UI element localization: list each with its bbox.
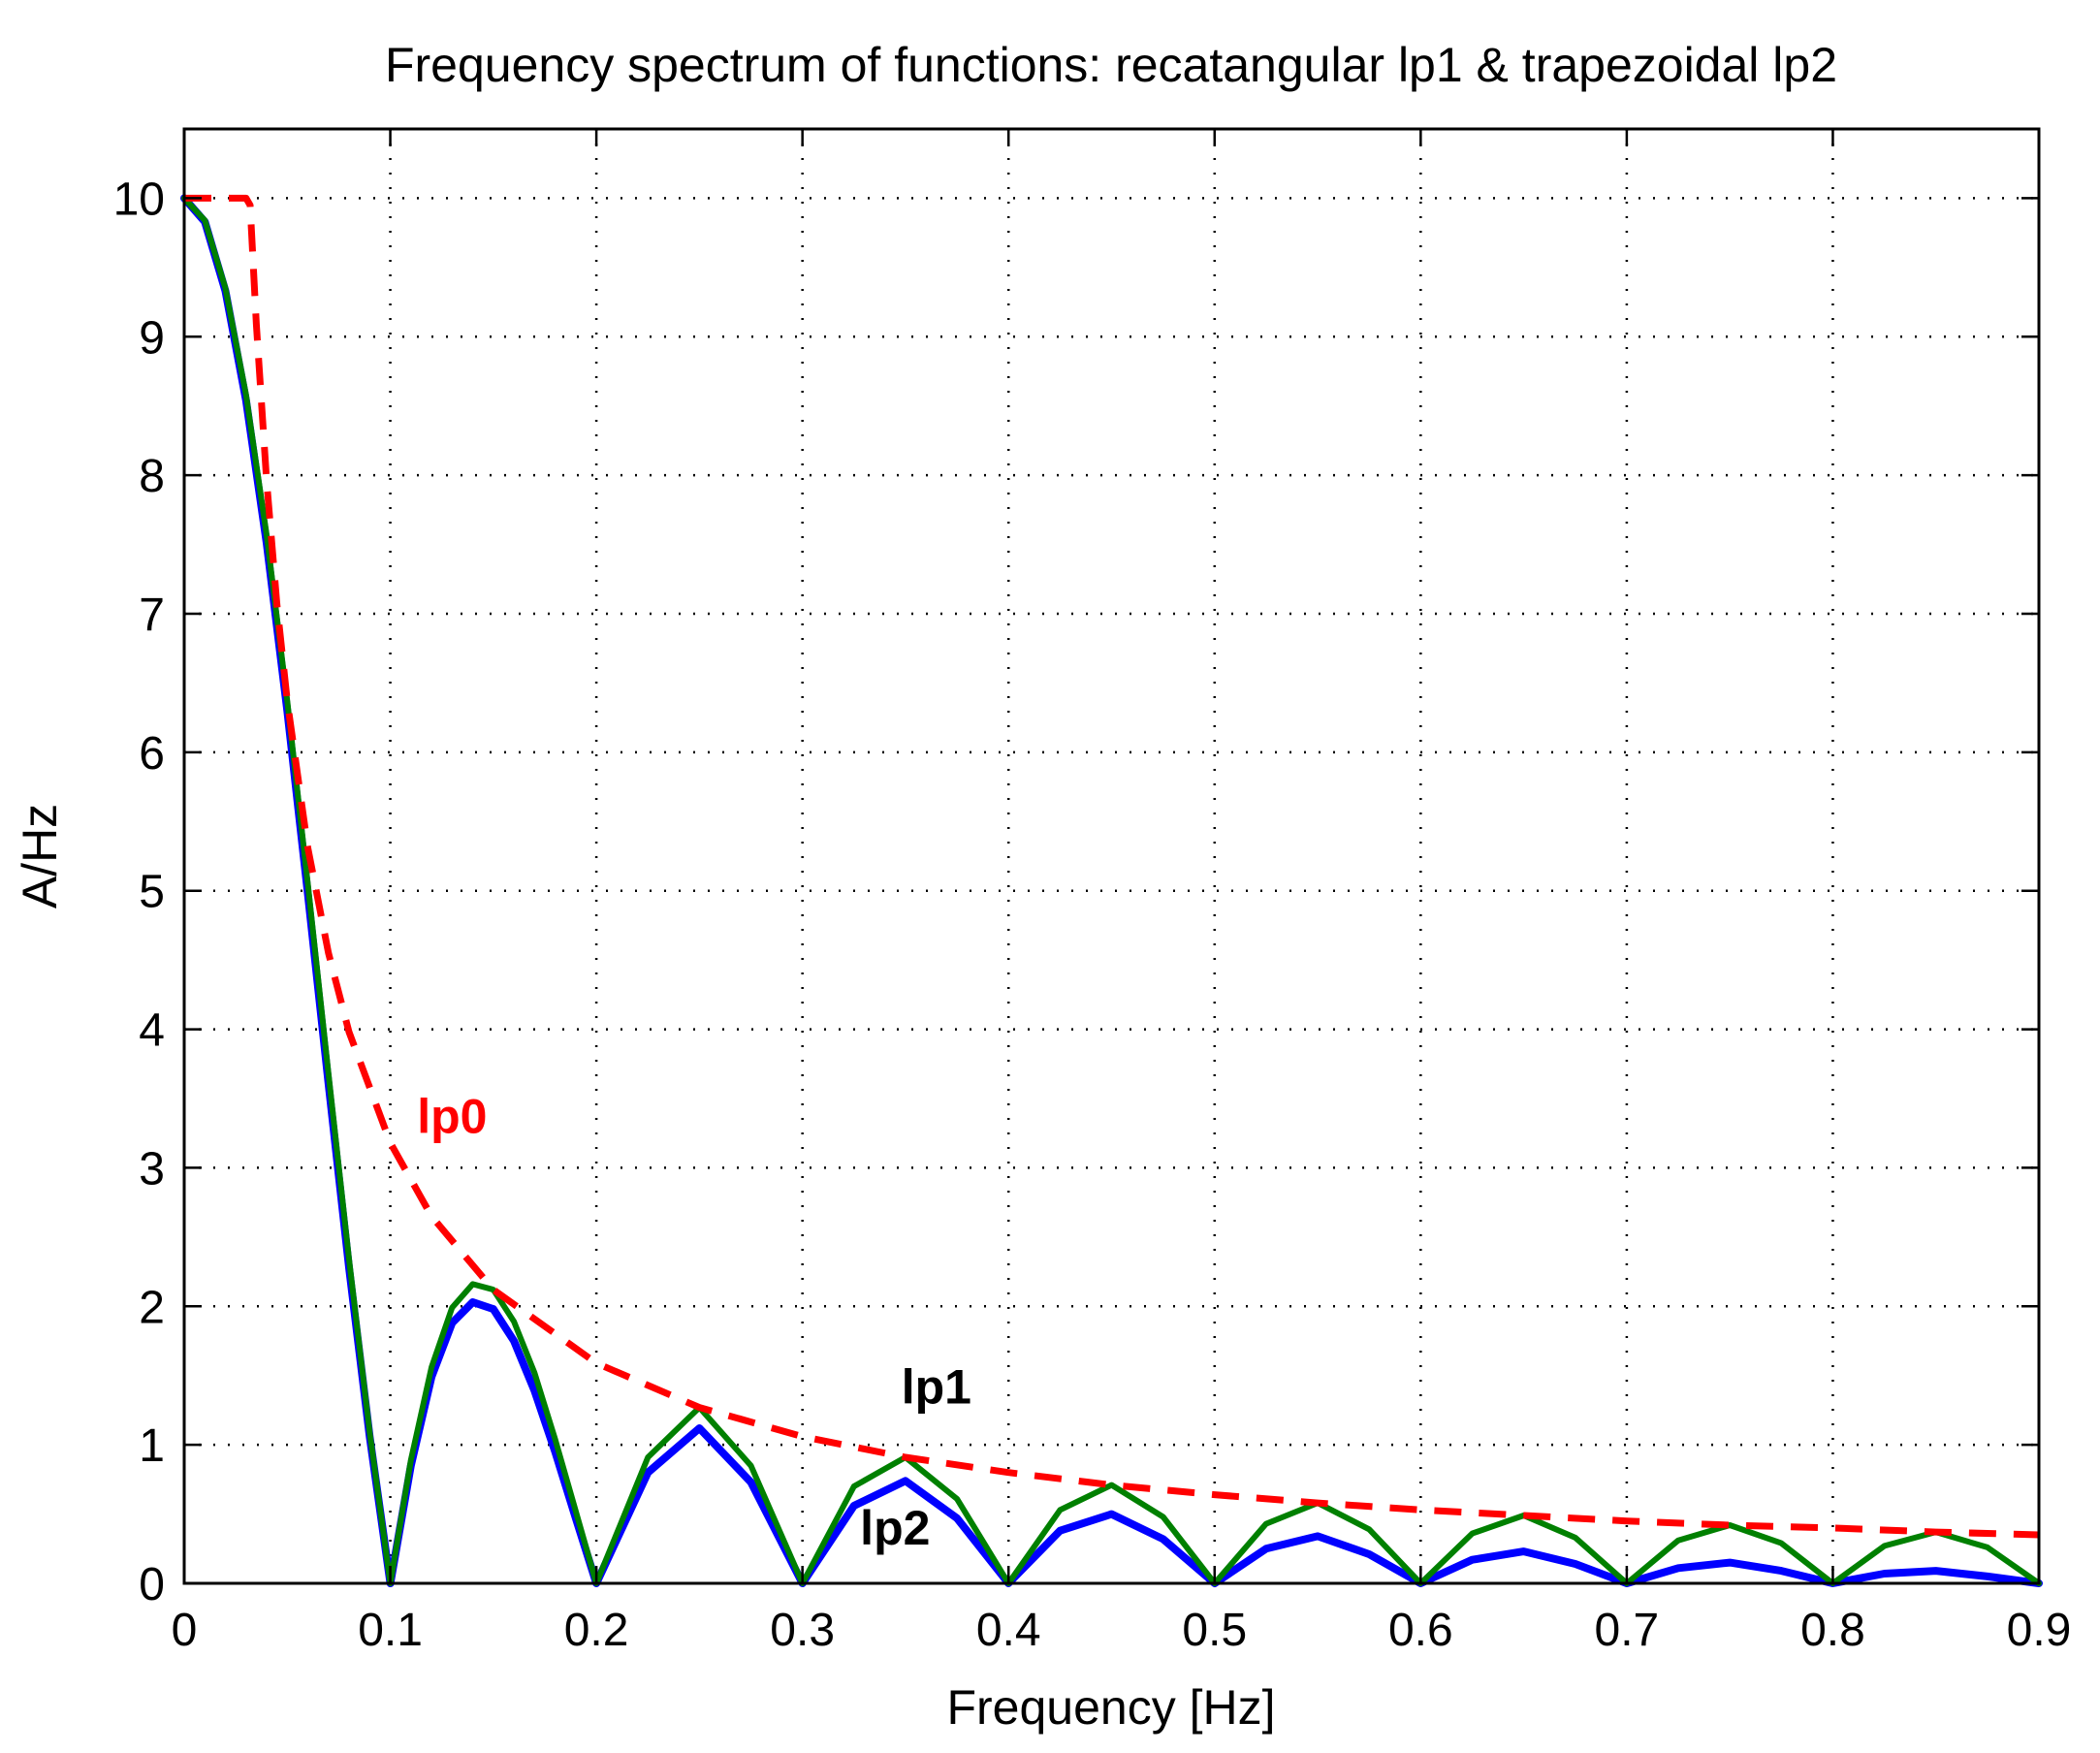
annotation-lp0: lp0 — [417, 1090, 487, 1144]
y-tick-label: 4 — [139, 1005, 165, 1057]
y-axis-label: A/Hz — [13, 804, 67, 908]
y-tick-label: 5 — [139, 867, 165, 918]
chart-title: Frequency spectrum of functions: recatan… — [385, 38, 1837, 92]
x-tick-label: 0.2 — [564, 1605, 629, 1656]
x-tick-label: 0.4 — [976, 1605, 1041, 1656]
y-tick-label: 1 — [139, 1420, 165, 1472]
x-tick-label: 0.6 — [1388, 1605, 1453, 1656]
y-tick-label: 2 — [139, 1282, 165, 1333]
series-line-lp0 — [184, 194, 2040, 1539]
plot-frame — [182, 127, 2041, 1585]
x-tick-label: 0.8 — [1800, 1605, 1865, 1656]
annotation-lp1: lp1 — [902, 1359, 971, 1414]
x-tick-label: 0.1 — [358, 1605, 423, 1656]
x-tick-label: 0 — [172, 1605, 198, 1656]
y-tick-label: 0 — [139, 1559, 165, 1610]
y-tick-label: 6 — [139, 728, 165, 780]
x-tick-label: 0.7 — [1595, 1605, 1660, 1656]
x-tick-label: 0.3 — [770, 1605, 835, 1656]
plot-area — [184, 129, 2039, 1583]
y-tick-label: 8 — [139, 451, 165, 502]
y-tick-label: 9 — [139, 312, 165, 364]
axis-ticks: 0 0.1 0.2 0.3 0.4 0.5 0.6 0.7 0.8 0.9 0 1 2 3 4 5 6 7 8 9 10 — [113, 129, 2072, 1656]
y-tick-label: 10 — [113, 174, 165, 225]
x-tick-label: 0.9 — [2007, 1605, 2072, 1656]
grid-lines — [184, 129, 2039, 1583]
x-axis-label: Frequency [Hz] — [946, 1680, 1275, 1735]
annotation-lp2: lp2 — [860, 1501, 930, 1555]
y-tick-label: 7 — [139, 590, 165, 641]
y-tick-label: 3 — [139, 1143, 165, 1195]
x-tick-label: 0.5 — [1182, 1605, 1247, 1656]
annotations: lp0 lp1 lp2 — [417, 1090, 971, 1555]
